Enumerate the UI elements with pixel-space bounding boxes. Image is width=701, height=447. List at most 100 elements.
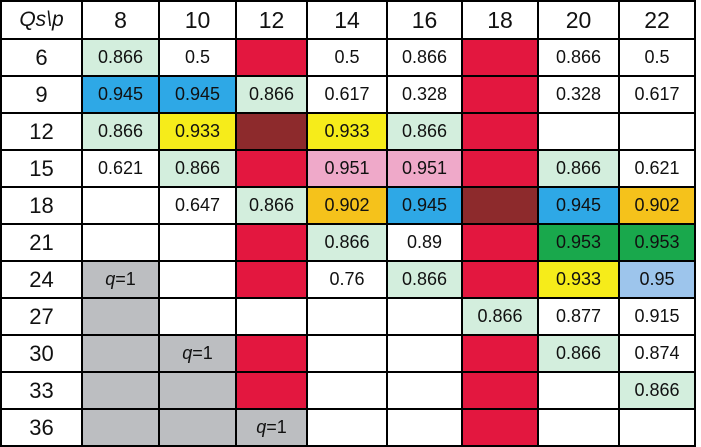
table-row: 30 q=1 0.866 0.874 xyxy=(0,334,696,373)
table-cell: q=1 xyxy=(81,260,160,299)
q-label-value: =1 xyxy=(192,343,213,363)
table-cell xyxy=(461,408,539,447)
q-label: q=1 xyxy=(182,343,213,363)
column-header: 16 xyxy=(386,0,463,40)
table-cell: 0.89 xyxy=(386,223,463,262)
q-label-variable: q xyxy=(105,269,116,289)
q-label-value: =1 xyxy=(266,417,287,437)
table-cell xyxy=(461,75,539,114)
table-cell xyxy=(461,223,539,262)
table-cell: 0.902 xyxy=(618,186,696,225)
table-cell xyxy=(461,38,539,77)
table-cell: 0.877 xyxy=(537,297,620,336)
table-cell: 0.76 xyxy=(306,260,388,299)
table-cell: 0.647 xyxy=(158,186,237,225)
table-cell: 0.866 xyxy=(386,260,463,299)
table-row: 36 q=1 xyxy=(0,408,696,447)
table-cell xyxy=(235,223,308,262)
table-cell xyxy=(461,149,539,188)
table-cell: 0.945 xyxy=(158,75,237,114)
table-cell xyxy=(461,334,539,373)
table-cell: 0.866 xyxy=(537,334,620,373)
table-cell xyxy=(386,371,463,410)
table-cell xyxy=(537,112,620,151)
q-label-variable: q xyxy=(182,343,193,363)
table-row: 24 q=1 0.76 0.866 0.933 0.95 xyxy=(0,260,696,299)
table-cell xyxy=(306,297,388,336)
table-cell: 0.866 xyxy=(306,223,388,262)
table-cell xyxy=(235,297,308,336)
table-cell: 0.945 xyxy=(386,186,463,225)
table-cell: 0.95 xyxy=(618,260,696,299)
table-cell: 0.866 xyxy=(158,149,237,188)
table-row: 27 0.866 0.877 0.915 xyxy=(0,297,696,336)
row-header: 15 xyxy=(0,149,83,188)
table-body: 6 0.866 0.5 0.5 0.866 0.866 0.5 9 0.945 0.945 0.86… xyxy=(0,38,696,447)
table-cell: 0.866 xyxy=(81,38,160,77)
row-header: 18 xyxy=(0,186,83,225)
table-cell: 0.933 xyxy=(306,112,388,151)
table-cell: 0.945 xyxy=(537,186,620,225)
table-cell: q=1 xyxy=(235,408,308,447)
table-cell: 0.866 xyxy=(235,75,308,114)
table-row: 12 0.866 0.933 0.933 0.866 xyxy=(0,112,696,151)
table-cell xyxy=(81,334,160,373)
table-cell xyxy=(81,297,160,336)
table-row: 33 0.866 xyxy=(0,371,696,410)
column-header: 8 xyxy=(81,0,160,40)
table-cell: 0.5 xyxy=(158,38,237,77)
row-header: 6 xyxy=(0,38,83,77)
table-cell: 0.953 xyxy=(618,223,696,262)
row-header: 12 xyxy=(0,112,83,151)
table-cell: 0.328 xyxy=(386,75,463,114)
table-cell: 0.617 xyxy=(306,75,388,114)
table-cell: 0.953 xyxy=(537,223,620,262)
table-cell: 0.915 xyxy=(618,297,696,336)
table-row: 15 0.621 0.866 0.951 0.951 0.866 0.621 xyxy=(0,149,696,188)
table-cell: 0.874 xyxy=(618,334,696,373)
table-cell: 0.866 xyxy=(386,38,463,77)
table-row: 21 0.866 0.89 0.953 0.953 xyxy=(0,223,696,262)
table-cell: 0.621 xyxy=(618,149,696,188)
table-cell xyxy=(81,223,160,262)
table-cell xyxy=(81,186,160,225)
table-cell xyxy=(386,297,463,336)
column-header: 22 xyxy=(618,0,696,40)
table-cell xyxy=(235,371,308,410)
table-cell: q=1 xyxy=(158,334,237,373)
row-header: 27 xyxy=(0,297,83,336)
corner-header: Qs\p xyxy=(0,0,83,40)
table-cell xyxy=(235,334,308,373)
table-cell xyxy=(158,223,237,262)
table-cell xyxy=(306,371,388,410)
row-header: 9 xyxy=(0,75,83,114)
table-cell: 0.866 xyxy=(537,38,620,77)
table-cell xyxy=(461,186,539,225)
row-header: 24 xyxy=(0,260,83,299)
table-cell xyxy=(235,260,308,299)
column-header: 18 xyxy=(461,0,539,40)
table-cell: 0.933 xyxy=(537,260,620,299)
table-cell: 0.866 xyxy=(386,112,463,151)
table-cell xyxy=(537,408,620,447)
table-cell xyxy=(81,408,160,447)
table-cell: 0.866 xyxy=(81,112,160,151)
table-cell: 0.5 xyxy=(306,38,388,77)
table-cell: 0.328 xyxy=(537,75,620,114)
table-cell: 0.945 xyxy=(81,75,160,114)
table-cell: 0.902 xyxy=(306,186,388,225)
q-label: q=1 xyxy=(105,269,136,289)
table-cell xyxy=(306,408,388,447)
column-header: 10 xyxy=(158,0,237,40)
column-header: 14 xyxy=(306,0,388,40)
table-cell xyxy=(158,371,237,410)
row-header: 30 xyxy=(0,334,83,373)
table-cell xyxy=(618,408,696,447)
table-row: 18 0.647 0.866 0.902 0.945 0.945 0.902 xyxy=(0,186,696,225)
table-cell xyxy=(158,408,237,447)
column-header: 20 xyxy=(537,0,620,40)
table-cell: 0.951 xyxy=(386,149,463,188)
table-cell xyxy=(235,38,308,77)
q-label-value: =1 xyxy=(115,269,136,289)
